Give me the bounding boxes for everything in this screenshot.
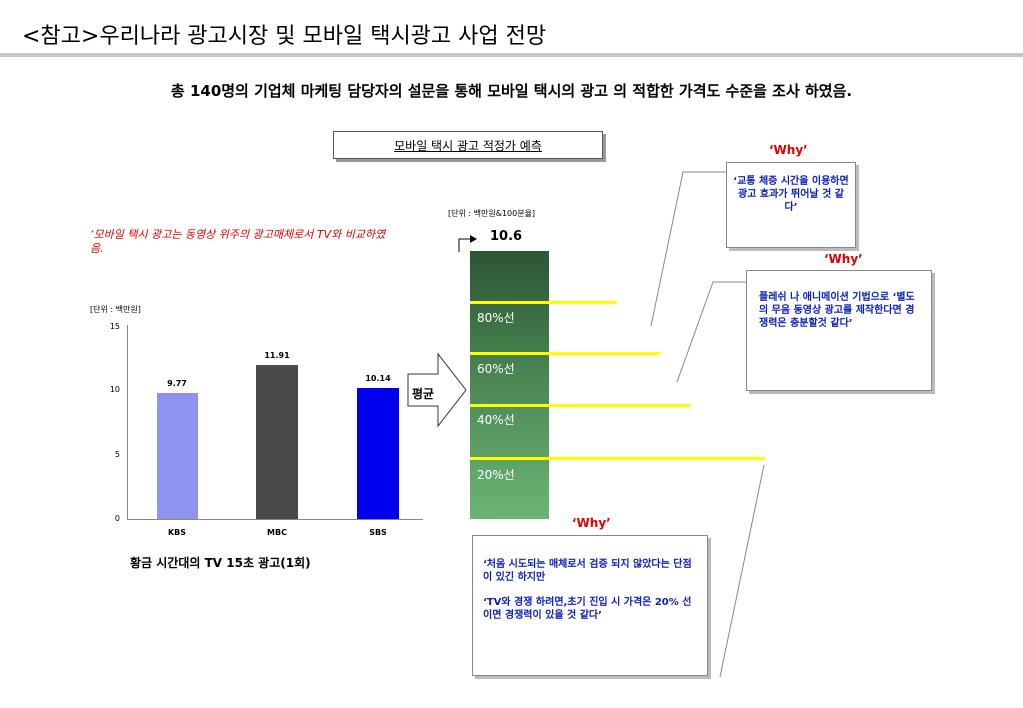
y-tick-label: 5	[114, 450, 120, 459]
survey-subtitle: 총 140명의 기업체 마케팅 담당자의 설문을 통해 모바일 택시의 광고 의…	[170, 82, 853, 100]
callout-box-1: ‘교통 체증 시간을 이용하면 광고 효과가 뛰어날 것 같다’	[726, 162, 856, 248]
x-axis-line	[127, 519, 423, 520]
y-axis-line	[127, 325, 128, 519]
taxi-chart-unit-label: [단위 : 백만원&100분율]	[448, 209, 536, 218]
title-divider	[0, 53, 1023, 57]
average-arrow-icon	[407, 352, 467, 428]
comparison-note: ‘모바일 택시 광고는 동영상 위주의 광고매체로서 TV와 비교하였음.	[90, 228, 386, 255]
forecast-box-title: 모바일 택시 광고 적정가 예측	[333, 131, 603, 159]
corner-arrow-icon	[458, 235, 477, 252]
slide-title: <참고>우리나라 광고시장 및 모바일 택시광고 사업 전망	[22, 24, 547, 49]
bar-value-label: 10.14	[365, 373, 391, 383]
tv-chart-caption: 황금 시간대의 TV 15초 광고(1회)	[130, 556, 311, 570]
category-label: KBS	[167, 528, 187, 537]
line-80-percent	[470, 301, 617, 304]
callout-text: ‘처음 시도되는 매체로서 검증 되지 않았다는 단점이 있긴 하지만	[483, 559, 692, 583]
line-60-percent	[470, 352, 660, 355]
callout-text: 플레쉬 나 애니메이션 기법으로 ‘별도의 무음 동영상 광고를 제작한다면 경…	[759, 292, 915, 329]
line-40-percent	[470, 404, 690, 407]
callout-box-2: 플레쉬 나 애니메이션 기법으로 ‘별도의 무음 동영상 광고를 제작한다면 경…	[746, 270, 932, 391]
percent-mark-80: 80%선	[477, 311, 515, 325]
percent-mark-20: 20%선	[477, 468, 515, 482]
why-label-2: ‘Why’	[824, 252, 863, 266]
category-label: MBC	[267, 528, 287, 537]
bar-kbs	[157, 392, 198, 519]
why-label-3: ‘Why’	[572, 516, 611, 530]
callout-text: ‘TV와 경쟁 하려면,초기 진입 시 가격은 20% 선이면 경쟁력이 있을 …	[483, 597, 692, 621]
average-label: 평균	[412, 387, 435, 401]
y-tick-label: 15	[109, 322, 120, 331]
callout-text: ‘교통 체증 시간을 이용하면 광고 효과가 뛰어날 것 같다’	[733, 176, 849, 213]
callout-box-3: ‘처음 시도되는 매체로서 검증 되지 않았다는 단점이 있긴 하지만 ‘TV와…	[472, 535, 708, 676]
taxi-average-value: 10.6	[490, 229, 523, 244]
category-label: SBS	[369, 528, 387, 537]
bar-mbc	[256, 364, 298, 519]
forecast-box-title-text: 모바일 택시 광고 적정가 예측	[394, 138, 542, 153]
bar-value-label: 11.91	[264, 350, 290, 360]
why-label-1: ‘Why’	[769, 143, 808, 157]
taxi-price-bar	[470, 251, 549, 519]
bar-value-label: 9.77	[167, 378, 187, 388]
percent-mark-40: 40%선	[477, 413, 515, 427]
tv-chart-unit-label: [단위 : 백만원]	[90, 305, 141, 314]
percent-mark-60: 60%선	[477, 362, 515, 376]
y-tick-label: 0	[114, 514, 120, 523]
line-20-percent	[470, 457, 765, 460]
y-tick-label: 10	[109, 385, 120, 394]
bar-sbs	[357, 387, 399, 519]
